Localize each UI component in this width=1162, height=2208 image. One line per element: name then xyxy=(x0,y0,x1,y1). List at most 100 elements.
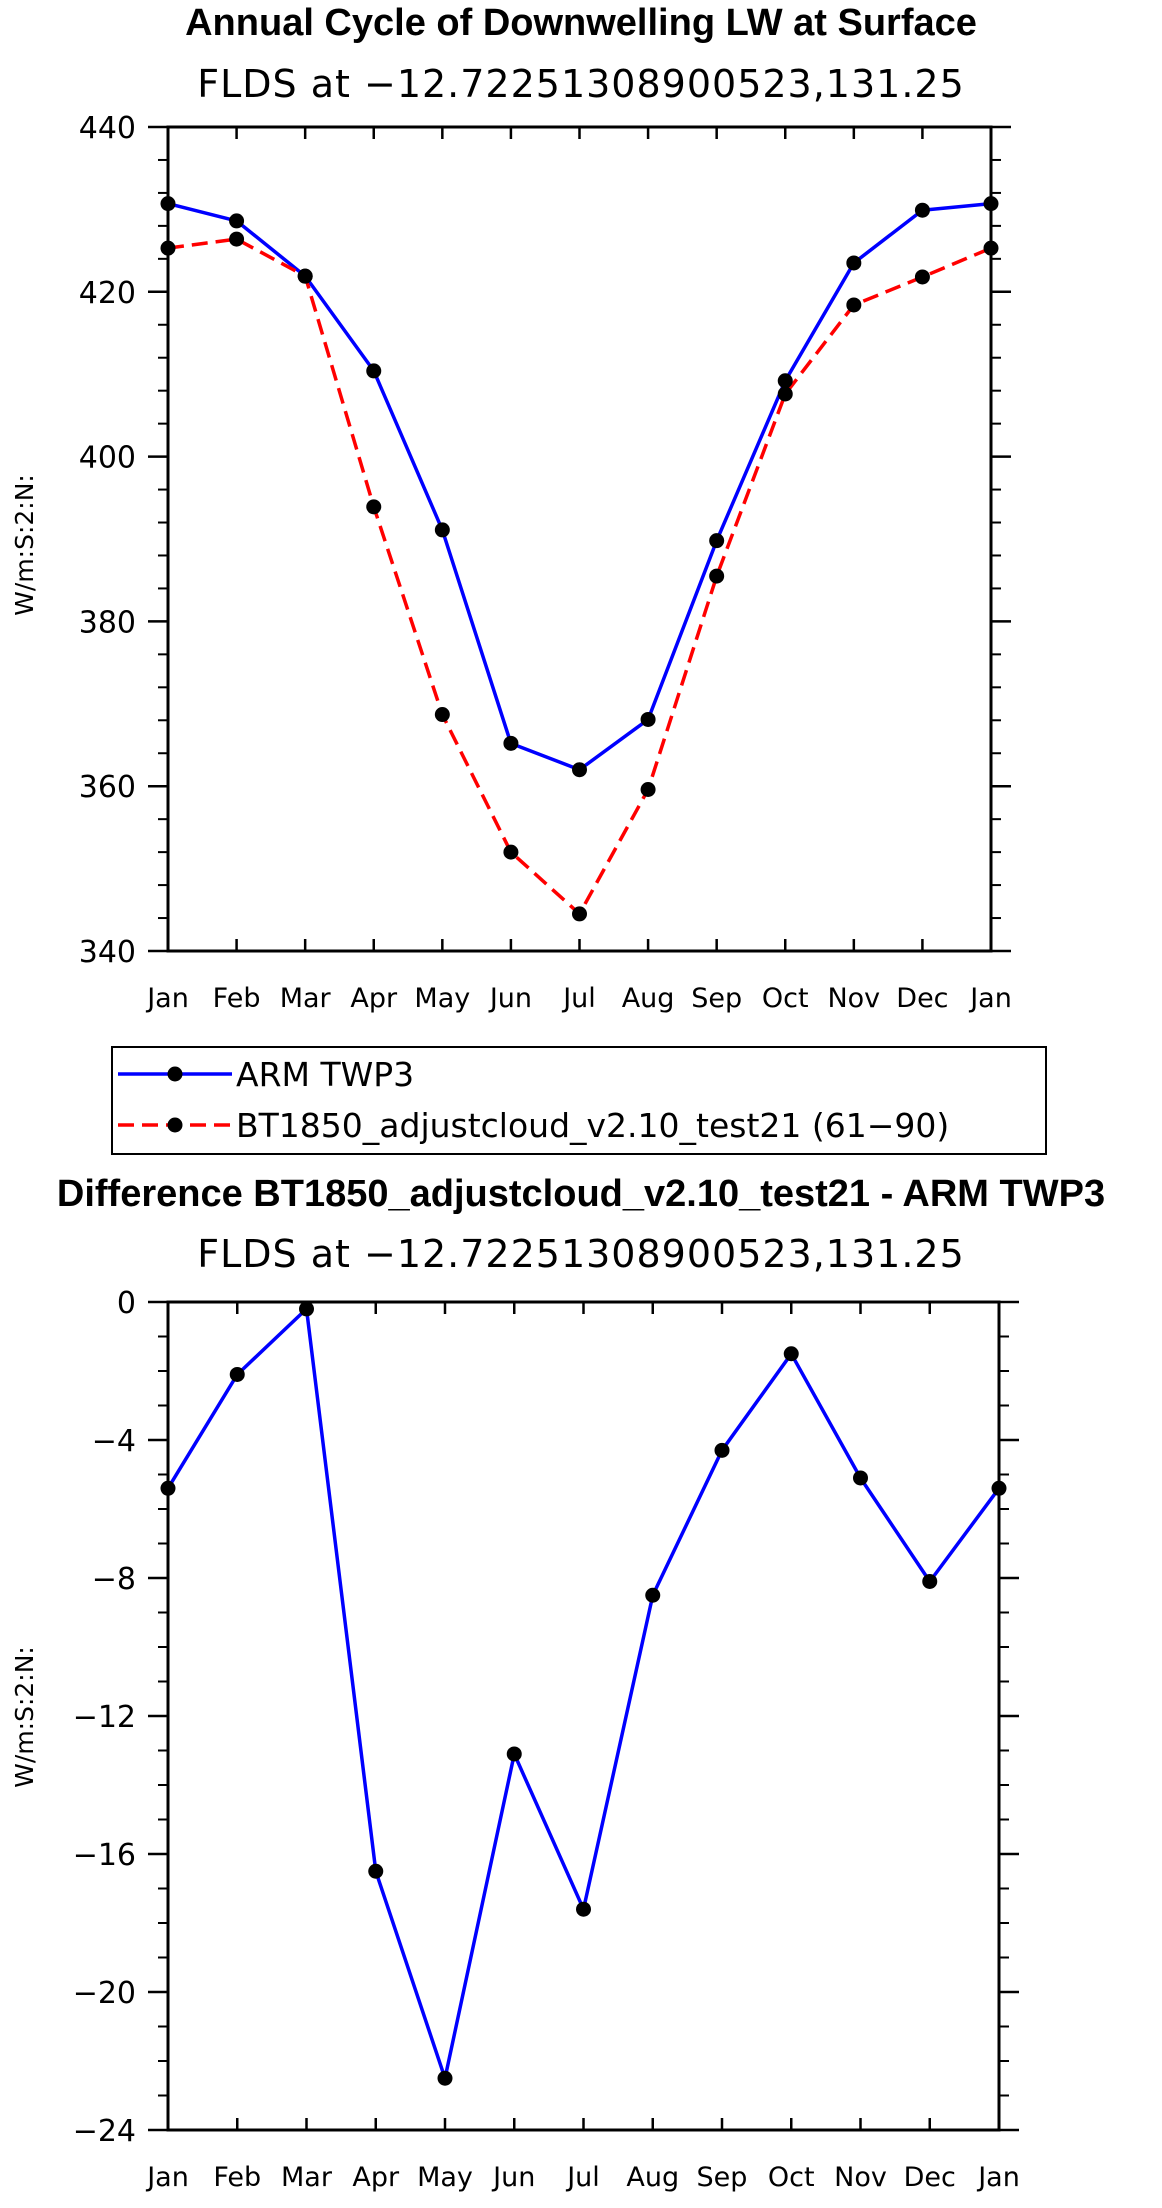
chart-title: Annual Cycle of Downwelling LW at Surfac… xyxy=(185,2,977,44)
data-point xyxy=(576,1901,591,1917)
data-point xyxy=(846,255,862,271)
data-point xyxy=(503,735,519,751)
legend-marker-bt1850 xyxy=(167,1117,183,1133)
data-point xyxy=(229,213,245,229)
x-tick-label: Apr xyxy=(352,2162,400,2193)
x-tick-label: Dec xyxy=(896,983,948,1014)
data-point xyxy=(437,2070,453,2086)
data-point xyxy=(434,522,450,538)
data-point xyxy=(297,268,313,284)
legend: ARM TWP3 BT1850_adjustcloud_v2.10_test21… xyxy=(111,1046,1047,1155)
data-point xyxy=(366,499,382,515)
data-point xyxy=(783,1346,799,1362)
x-tick-label: Jul xyxy=(565,2162,600,2193)
y-axis-label: W/m:S:2:N: xyxy=(10,1646,39,1788)
y-tick-label: 360 xyxy=(79,770,136,805)
y-tick-label: −12 xyxy=(73,1700,136,1735)
x-tick-label: Nov xyxy=(834,2162,887,2193)
y-tick-labels: 340 360 380 400 420 440 xyxy=(79,111,136,970)
y-tick-label: −16 xyxy=(73,1838,136,1873)
x-tick-label: Feb xyxy=(213,983,261,1014)
chart-subtitle: FLDS at −12.72251308900523,131.25 xyxy=(197,1232,965,1276)
x-tick-label: Jan xyxy=(976,2162,1020,2193)
y-tick-label: −8 xyxy=(92,1562,136,1597)
x-tick-labels: Jan Feb Mar Apr May Jun Jul Aug Sep Oct Nov Dec Jan xyxy=(145,2162,1020,2193)
data-series xyxy=(160,1301,1007,2086)
y-tick-label: −20 xyxy=(73,1976,136,2011)
x-tick-label: Jun xyxy=(491,2162,535,2193)
x-tick-label: Sep xyxy=(691,983,742,1014)
x-tick-label: Oct xyxy=(762,983,809,1014)
y-tick-label: 0 xyxy=(117,1286,136,1321)
data-point xyxy=(368,1863,384,1879)
data-point xyxy=(914,269,930,285)
data-point xyxy=(709,533,725,549)
plot-frame xyxy=(166,1300,1001,2132)
x-tick-label: Oct xyxy=(768,2162,815,2193)
x-tick-label: Dec xyxy=(904,2162,956,2193)
x-tick-label: Mar xyxy=(280,983,332,1014)
data-point xyxy=(506,1746,522,1762)
x-tick-label: Nov xyxy=(827,983,880,1014)
data-point xyxy=(983,240,999,256)
data-point xyxy=(777,373,793,389)
chart-title: Difference BT1850_adjustcloud_v2.10_test… xyxy=(57,1173,1105,1215)
data-point xyxy=(503,844,519,860)
y-tick-labels: 0 −4 −8 −12 −16 −20 −24 xyxy=(73,1286,136,2149)
data-point xyxy=(709,568,725,584)
data-point xyxy=(572,762,587,778)
data-point xyxy=(853,1470,868,1486)
data-point xyxy=(645,1587,661,1603)
legend-label-arm-twp3: ARM TWP3 xyxy=(236,1055,414,1094)
x-tick-label: Feb xyxy=(213,2162,261,2193)
series-line xyxy=(167,237,992,916)
y-tick-label: 400 xyxy=(79,441,136,476)
x-tick-label: May xyxy=(414,983,470,1014)
y-axis-label: W/m:S:2:N: xyxy=(10,474,39,616)
x-tick-label: Jun xyxy=(488,983,532,1014)
x-tick-label: Jan xyxy=(145,983,189,1014)
x-tick-label: Sep xyxy=(697,2162,748,2193)
legend-box xyxy=(111,1046,1047,1155)
data-point xyxy=(983,196,999,212)
data-point xyxy=(299,1301,314,1317)
data-point xyxy=(160,1480,176,1496)
x-tick-labels: Jan Feb Mar Apr May Jun Jul Aug Sep Oct Nov Dec Jan xyxy=(145,983,1012,1014)
data-point xyxy=(366,363,382,379)
data-point xyxy=(160,240,176,256)
data-point xyxy=(229,1366,245,1382)
data-point xyxy=(160,196,176,212)
x-tick-label: Jan xyxy=(145,2162,189,2193)
data-point xyxy=(922,1573,938,1589)
data-point xyxy=(572,906,587,922)
data-series xyxy=(160,196,999,922)
y-tick-label: 380 xyxy=(79,605,136,640)
data-point xyxy=(777,386,793,402)
data-point xyxy=(229,231,245,247)
x-tick-label: Aug xyxy=(622,983,675,1014)
x-tick-label: Aug xyxy=(626,2162,679,2193)
y-tick-label: −4 xyxy=(92,1424,136,1459)
data-point xyxy=(714,1442,730,1458)
y-tick-label: 420 xyxy=(79,276,136,311)
data-point xyxy=(434,707,450,723)
series-line xyxy=(167,201,992,772)
axis-ticks xyxy=(148,1300,1019,2132)
axis-ticks xyxy=(148,125,1011,953)
downwelling-lw-annual-cycle-chart: Annual Cycle of Downwelling LW at Surfac… xyxy=(10,2,1012,1014)
data-point xyxy=(640,711,656,727)
data-point xyxy=(914,202,930,218)
data-point xyxy=(846,297,862,313)
y-tick-label: −24 xyxy=(73,2114,136,2149)
x-tick-label: Jul xyxy=(561,983,596,1014)
y-tick-label: 340 xyxy=(79,935,136,970)
x-tick-label: Jan xyxy=(968,983,1012,1014)
x-tick-label: May xyxy=(417,2162,473,2193)
series-line xyxy=(166,1307,1001,2081)
data-point xyxy=(991,1480,1007,1496)
chart-subtitle: FLDS at −12.72251308900523,131.25 xyxy=(197,62,965,106)
legend-marker-arm-twp3 xyxy=(167,1066,183,1082)
y-tick-label: 440 xyxy=(79,111,136,146)
data-point xyxy=(640,781,656,797)
